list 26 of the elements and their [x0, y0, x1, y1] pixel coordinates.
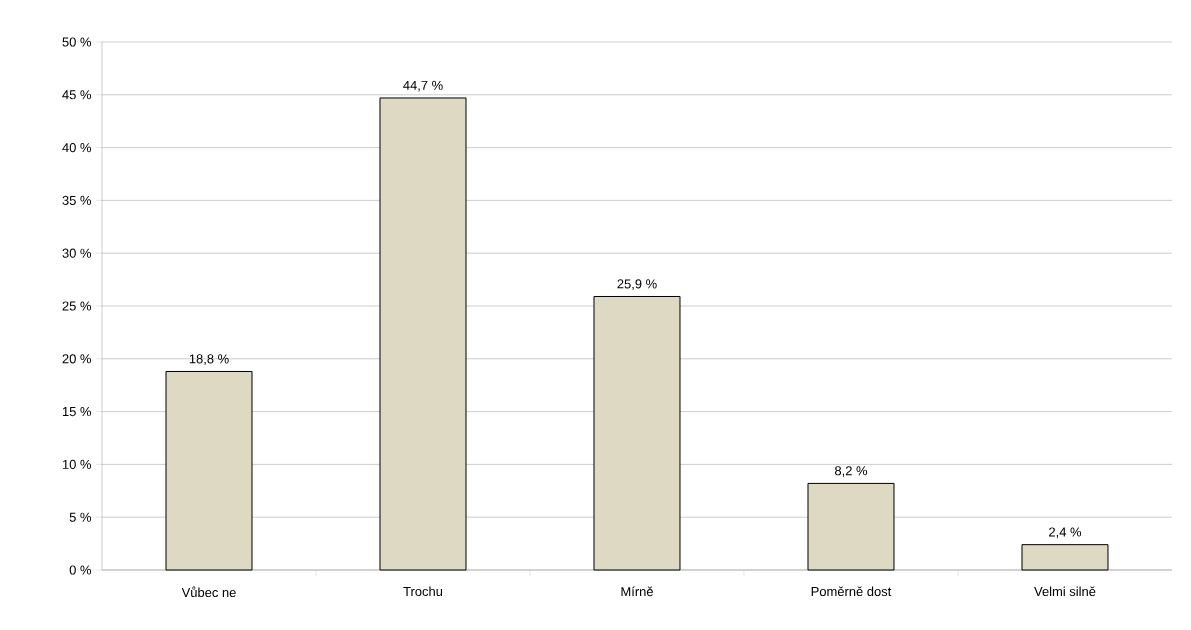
x-tick-label: Poměrně dost — [811, 586, 892, 597]
y-tick-label: 45 % — [62, 90, 92, 100]
x-tick-label: Velmi silně — [1034, 586, 1096, 597]
y-tick-label: 20 % — [62, 354, 92, 364]
x-tick-label: Vůbec ne — [181, 586, 236, 598]
y-tick-label: 0 % — [69, 565, 92, 575]
data-label: 2,4 % — [1049, 527, 1082, 539]
data-label: 8,2 % — [835, 466, 868, 477]
y-tick-label: 40 % — [62, 143, 92, 153]
data-label: 25,9 % — [617, 279, 657, 290]
bar — [1021, 544, 1109, 571]
y-tick-label: 25 % — [62, 301, 92, 311]
y-tick-label: 15 % — [62, 407, 92, 417]
y-tick-label: 30 % — [62, 248, 92, 258]
y-tick-label: 5 % — [69, 512, 92, 522]
x-tick-label: Mírně — [621, 586, 653, 597]
data-label: 44,7 % — [403, 80, 443, 92]
data-label: 18,8 % — [189, 354, 229, 365]
bar — [379, 97, 467, 571]
bar — [807, 482, 895, 571]
bar — [165, 370, 253, 571]
bar — [593, 296, 681, 571]
y-tick-label: 50 % — [62, 37, 92, 47]
y-tick-label: 10 % — [62, 459, 92, 469]
y-tick-label: 35 % — [62, 195, 92, 205]
x-tick-label: Trochu — [403, 586, 443, 597]
